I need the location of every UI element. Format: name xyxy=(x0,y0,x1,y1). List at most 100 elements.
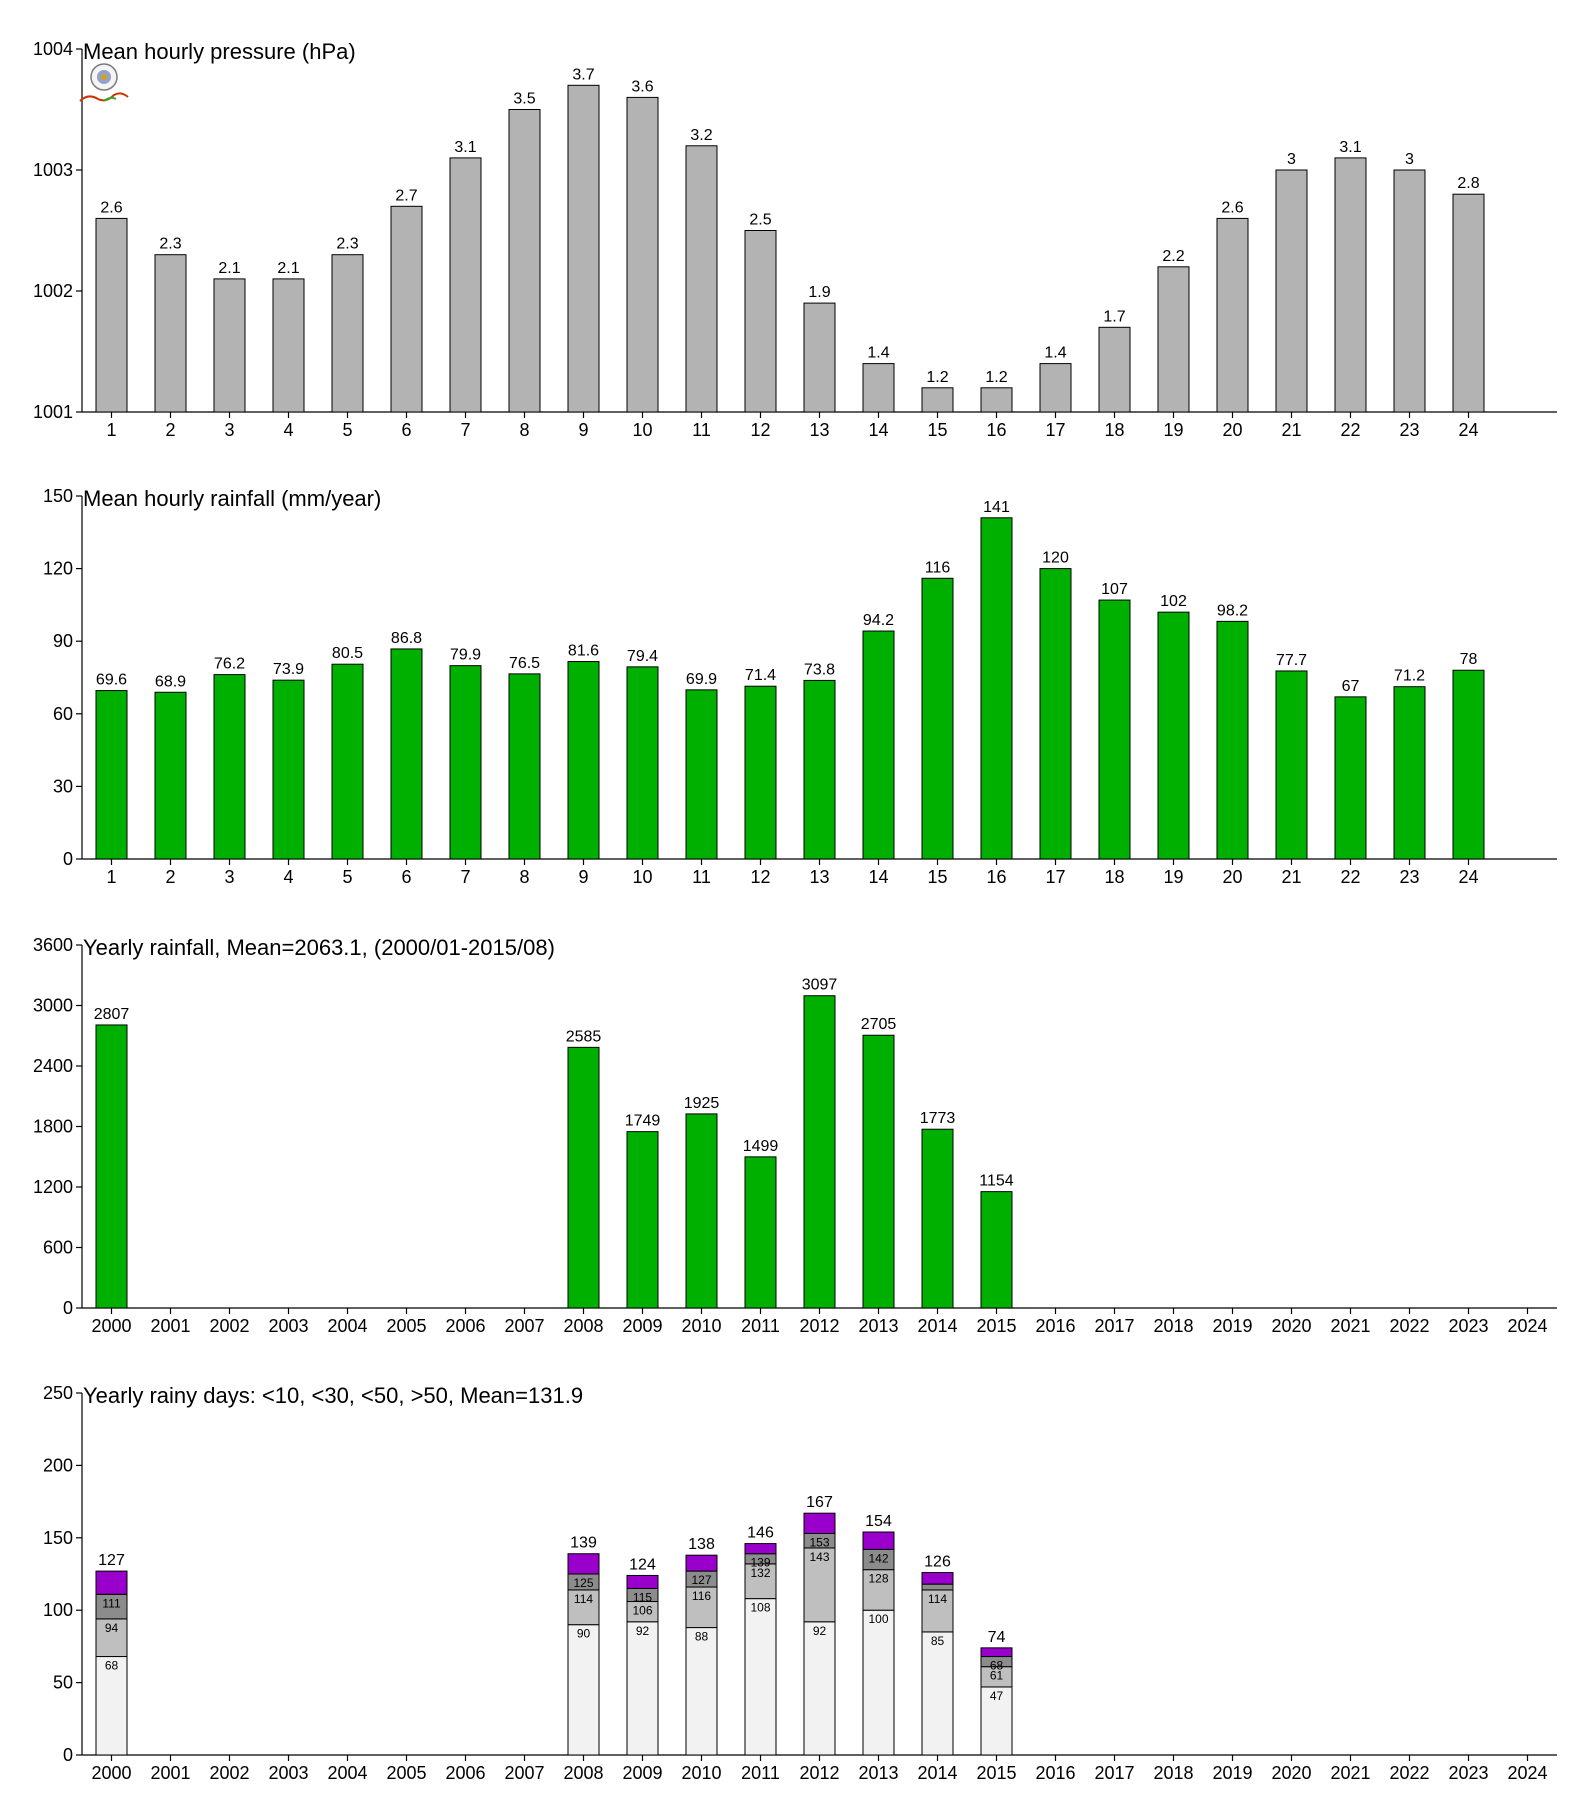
segment-value-label: 116 xyxy=(692,1589,711,1603)
bar-segment xyxy=(803,1512,836,1534)
x-tick-label: 3 xyxy=(224,420,234,440)
bar-value-label: 73.9 xyxy=(273,661,304,678)
x-tick-label: 2004 xyxy=(327,1763,367,1783)
bar xyxy=(95,690,128,860)
x-tick-label: 6 xyxy=(401,867,411,887)
bar xyxy=(980,517,1013,860)
x-tick-label: 2013 xyxy=(858,1316,898,1336)
chart-title: Mean hourly pressure (hPa) xyxy=(83,39,356,64)
x-tick-label: 18 xyxy=(1104,420,1124,440)
x-tick-label: 7 xyxy=(460,420,470,440)
x-tick-label: 2024 xyxy=(1507,1763,1547,1783)
chart-title: Yearly rainfall, Mean=2063.1, (2000/01-2… xyxy=(83,935,555,960)
bar-segment xyxy=(921,1572,954,1585)
x-tick-label: 2008 xyxy=(563,1763,603,1783)
x-tick-label: 2012 xyxy=(799,1763,839,1783)
x-tick-label: 2023 xyxy=(1448,1316,1488,1336)
bar xyxy=(390,205,423,413)
x-tick-label: 2024 xyxy=(1507,1316,1547,1336)
x-tick-label: 2023 xyxy=(1448,1763,1488,1783)
segment-value-label: 47 xyxy=(990,1689,1004,1703)
x-tick-label: 2010 xyxy=(681,1763,721,1783)
bar-value-label: 69.6 xyxy=(96,672,127,689)
bar xyxy=(1216,620,1249,860)
segment-value-label: 125 xyxy=(573,1576,593,1590)
bar xyxy=(154,691,187,860)
x-tick-label: 2002 xyxy=(209,1316,249,1336)
bar-segment xyxy=(921,1583,954,1591)
bar-total-label: 126 xyxy=(924,1554,951,1571)
bar xyxy=(567,1046,600,1309)
bar xyxy=(1452,193,1485,413)
x-tick-label: 8 xyxy=(519,420,529,440)
bar xyxy=(1098,599,1131,860)
bar xyxy=(1393,169,1426,413)
bar-value-label: 81.6 xyxy=(568,643,599,660)
bar-value-label: 98.2 xyxy=(1217,602,1248,619)
y-tick-label: 200 xyxy=(43,1455,73,1475)
bar-value-label: 1499 xyxy=(743,1138,779,1155)
segment-value-label: 94 xyxy=(105,1621,119,1635)
bar xyxy=(1098,326,1131,413)
x-tick-label: 9 xyxy=(578,420,588,440)
bar xyxy=(95,1024,128,1309)
bar-segment xyxy=(626,1621,659,1756)
bar xyxy=(1334,696,1367,860)
bar-value-label: 79.9 xyxy=(450,647,481,664)
bar xyxy=(213,674,246,860)
segment-value-label: 139 xyxy=(750,1556,770,1570)
bar-value-label: 1.2 xyxy=(926,369,948,386)
x-tick-label: 14 xyxy=(868,867,888,887)
x-tick-label: 5 xyxy=(342,867,352,887)
x-tick-label: 2000 xyxy=(91,1316,131,1336)
x-tick-label: 11 xyxy=(692,867,711,887)
x-tick-label: 1 xyxy=(106,420,116,440)
x-tick-label: 6 xyxy=(401,420,411,440)
x-tick-label: 2011 xyxy=(741,1763,780,1783)
bar-total-label: 127 xyxy=(98,1552,125,1569)
bar-value-label: 3 xyxy=(1287,151,1296,168)
bar xyxy=(1452,669,1485,860)
x-tick-label: 2004 xyxy=(327,1316,367,1336)
bar-value-label: 2.3 xyxy=(336,236,358,253)
segment-value-label: 108 xyxy=(750,1601,770,1615)
bar-value-label: 107 xyxy=(1101,581,1128,598)
segment-value-label: 132 xyxy=(750,1566,770,1580)
bar-value-label: 116 xyxy=(925,559,951,576)
bar-value-label: 2.2 xyxy=(1162,248,1184,265)
bar xyxy=(1334,157,1367,413)
x-tick-label: 2010 xyxy=(681,1316,721,1336)
bar-value-label: 78 xyxy=(1460,651,1478,668)
y-tick-label: 1800 xyxy=(33,1117,73,1137)
x-tick-label: 2018 xyxy=(1153,1763,1193,1783)
x-tick-label: 11 xyxy=(692,420,711,440)
bar-segment xyxy=(685,1554,718,1572)
bar-value-label: 1773 xyxy=(920,1110,956,1127)
segment-value-label: 68 xyxy=(105,1659,119,1673)
bar-value-label: 1.9 xyxy=(808,284,830,301)
bar xyxy=(449,157,482,413)
y-tick-label: 0 xyxy=(63,849,73,869)
x-tick-label: 2000 xyxy=(91,1763,131,1783)
bar-segment xyxy=(862,1531,895,1550)
bar-segment xyxy=(95,1618,128,1658)
bar-value-label: 76.5 xyxy=(509,655,540,672)
bar-value-label: 3 xyxy=(1405,151,1414,168)
y-tick-label: 600 xyxy=(43,1238,73,1258)
segment-value-label: 153 xyxy=(809,1535,829,1549)
bar-value-label: 79.4 xyxy=(627,648,658,665)
x-tick-label: 21 xyxy=(1281,867,1301,887)
chart-panel-pressure: Mean hourly pressure (hPa) 1001 1002 1003 10… xyxy=(33,39,1557,440)
y-tick-label: 3000 xyxy=(33,996,73,1016)
x-tick-label: 2014 xyxy=(917,1763,957,1783)
bar xyxy=(1275,169,1308,413)
x-tick-label: 2006 xyxy=(445,1763,485,1783)
x-tick-label: 12 xyxy=(750,867,770,887)
segment-value-label: 88 xyxy=(695,1630,709,1644)
bar-value-label: 2.5 xyxy=(749,212,771,229)
y-tick-label: 2400 xyxy=(33,1056,73,1076)
x-tick-label: 2 xyxy=(165,420,175,440)
bar-value-label: 3097 xyxy=(802,977,838,994)
bar-value-label: 71.2 xyxy=(1394,668,1425,685)
bar xyxy=(744,685,777,860)
